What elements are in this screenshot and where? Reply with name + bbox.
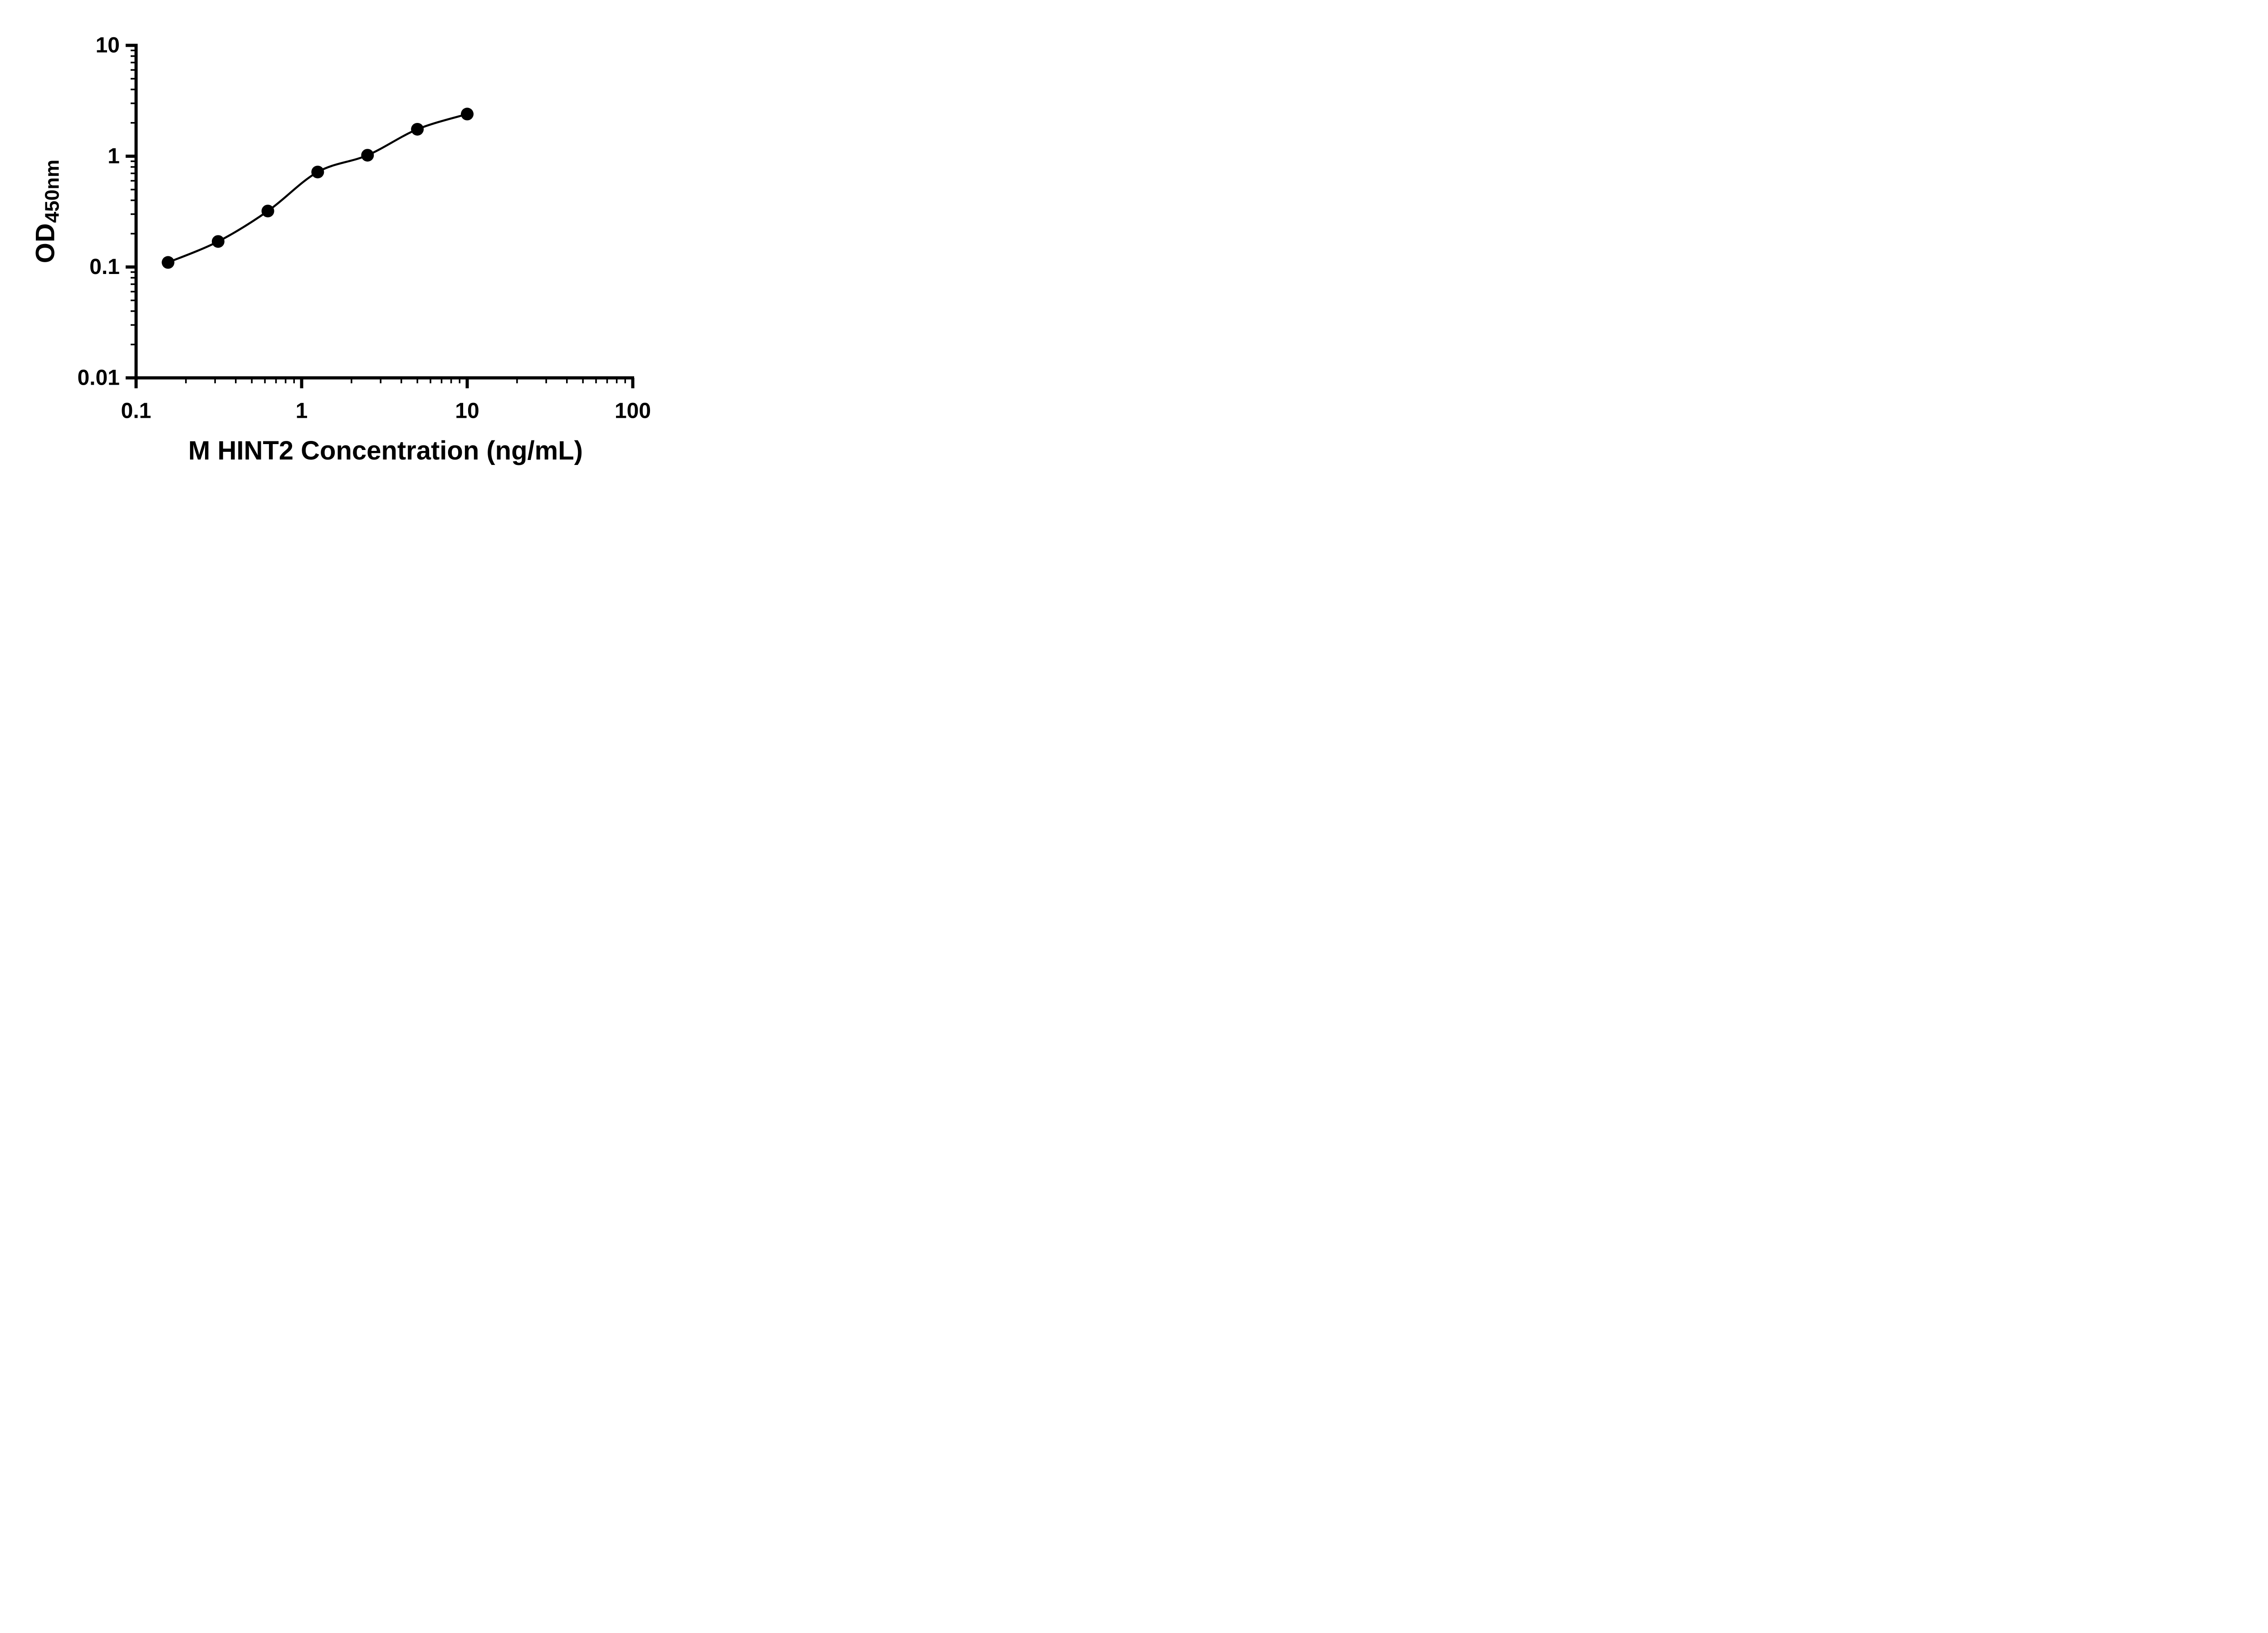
- data-point: [211, 235, 225, 248]
- data-point: [311, 166, 324, 179]
- y-axis-title: OD450nm: [30, 159, 64, 264]
- x-tick-label: 0.1: [121, 399, 152, 423]
- data-point: [361, 149, 374, 162]
- x-axis-title: M HINT2 Concentration (ng/mL): [188, 436, 583, 465]
- data-point: [261, 205, 274, 218]
- y-tick-label: 0.01: [78, 366, 120, 390]
- elisa-standard-curve-figure: 0.1 1 10 100 0.01 0.1 1 10 OD450nm M HINT2 Conc…: [0, 0, 699, 490]
- axis-spines: [134, 44, 634, 380]
- y-axis-title-subscript: 450nm: [41, 159, 64, 223]
- y-tick-label: 10: [96, 34, 120, 58]
- data-point: [161, 256, 175, 269]
- x-tick-label: 10: [455, 399, 479, 423]
- data-point: [461, 108, 474, 121]
- y-tick-label: 0.1: [89, 255, 120, 279]
- y-tick-label: 1: [108, 144, 120, 168]
- data-point: [411, 122, 424, 136]
- x-tick-label: 1: [296, 399, 308, 423]
- x-tick-label: 100: [615, 399, 651, 423]
- y-axis-title-main: OD: [30, 223, 60, 264]
